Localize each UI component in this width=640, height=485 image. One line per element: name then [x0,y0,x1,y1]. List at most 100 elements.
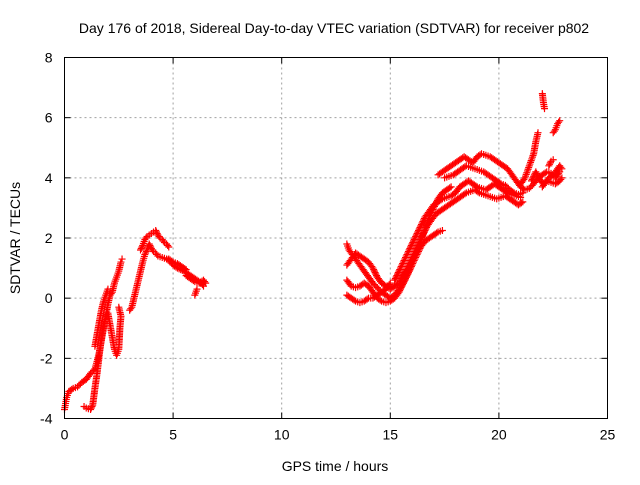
data-point-marker [406,258,414,266]
data-trace [182,272,210,287]
data-point-marker [87,405,95,413]
data-point-marker [127,305,135,313]
data-point-marker [403,264,411,272]
data-point-marker [405,246,413,254]
data-point-marker [545,162,553,170]
data-point-marker [525,162,533,170]
data-point-marker [148,246,156,254]
x-tick-label: 20 [491,427,507,443]
data-point-marker [402,252,410,260]
data-point-marker [525,164,533,172]
data-point-marker [409,252,417,260]
data-point-marker [417,222,425,230]
data-point-marker [411,248,419,256]
data-point-marker [419,217,427,225]
data-trace [434,150,564,194]
data-point-marker [164,242,172,250]
data-point-marker [402,267,410,275]
data-point-marker [416,223,424,231]
data-trace [549,117,564,137]
data-trace [343,279,394,307]
data-point-marker [417,236,425,244]
data-point-marker [202,279,210,287]
data-point-marker [527,157,535,165]
data-point-marker [438,226,446,234]
data-point-marker [410,236,418,244]
data-point-marker [397,284,405,292]
data-point-marker [509,188,517,196]
data-point-marker [557,175,565,183]
data-point-marker [201,278,209,286]
data-point-marker [420,228,428,236]
data-point-marker [400,257,408,265]
data-point-marker [402,254,410,262]
data-point-marker [396,266,404,274]
data-point-marker [370,267,378,275]
data-point-marker [413,243,421,251]
data-point-marker [524,165,532,173]
data-point-marker [521,174,529,182]
data-point-marker [391,275,399,283]
data-point-marker [519,189,527,197]
data-point-marker [533,171,541,179]
y-axis-label: SDTVAR / TECUs [7,182,23,294]
data-point-marker [117,258,125,266]
data-point-marker [520,175,528,183]
data-point-marker [528,155,536,163]
data-point-marker [534,172,542,180]
data-point-marker [406,245,414,253]
data-point-marker [417,234,425,242]
data-point-marker [534,129,542,137]
data-point-marker [526,160,534,168]
data-point-marker [550,127,558,135]
data-point-marker [404,248,412,256]
data-point-marker [417,220,425,228]
data-point-marker [142,234,150,242]
data-point-marker [415,239,423,247]
data-point-marker [410,249,418,257]
data-point-marker [541,105,549,113]
data-point-marker [404,249,412,257]
data-point-marker [549,156,557,164]
data-point-marker [557,163,565,171]
data-trace [165,255,190,274]
data-point-marker [165,243,173,251]
data-point-marker [415,225,423,233]
data-trace [538,174,566,191]
data-trace [80,303,125,413]
data-point-marker [517,199,525,207]
data-trace [545,156,557,170]
data-trace [137,226,173,254]
data-point-marker [146,242,154,250]
data-point-marker [415,240,423,248]
x-tick-label: 0 [61,427,69,443]
y-tick-label: 0 [45,290,53,306]
data-point-marker [528,153,536,161]
data-trace [343,261,416,307]
data-point-marker [68,385,76,393]
data-point-marker [398,261,406,269]
data-point-marker [409,237,417,245]
data-trace [126,240,208,314]
y-tick-label: -2 [40,350,53,366]
data-point-marker [152,226,160,234]
data-point-marker [555,118,563,126]
data-point-marker [408,240,416,248]
data-point-marker [472,182,480,190]
data-point-marker [418,232,426,240]
data-point-marker [421,226,429,234]
data-trace [397,186,527,281]
y-tick-label: 4 [45,170,53,186]
data-point-marker [416,237,424,245]
data-point-marker [522,170,530,178]
data-point-marker [414,228,422,236]
data-point-marker [152,228,160,236]
y-tick-label: 6 [45,110,53,126]
data-point-marker [519,198,527,206]
data-point-marker [391,276,399,284]
data-point-marker [411,234,419,242]
data-layer [61,90,566,413]
data-point-marker [415,226,423,234]
data-point-marker [142,248,150,256]
